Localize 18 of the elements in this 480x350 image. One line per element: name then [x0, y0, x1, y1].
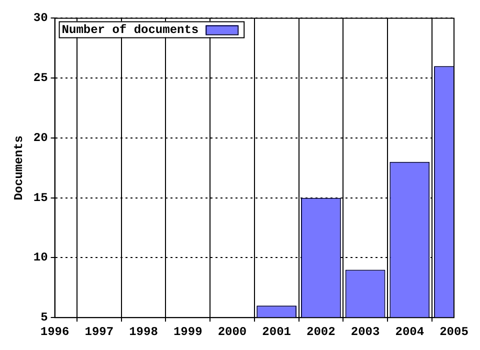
x-tick-label: 1998 — [129, 324, 158, 339]
x-tick-label: 1996 — [40, 324, 70, 339]
x-tick-label: 1999 — [173, 324, 202, 339]
x-tick-label: 2005 — [440, 324, 468, 339]
y-tick-label: 5 — [40, 310, 48, 325]
y-tick-label: 15 — [33, 190, 48, 205]
y-axis-title: Documents — [12, 135, 26, 200]
y-tick-label: 10 — [33, 250, 48, 265]
x-tick-label: 2003 — [350, 324, 380, 339]
x-tick-label: 2001 — [262, 324, 291, 339]
x-tick-label: 2002 — [306, 324, 336, 339]
x-tick-label: 1997 — [84, 324, 114, 339]
x-tick-label: 2000 — [218, 324, 247, 339]
y-tick-label: 30 — [33, 11, 48, 26]
y-tick-label: 20 — [33, 130, 48, 145]
y-tick-label: 25 — [33, 71, 48, 86]
legend-label: Number of documents — [62, 23, 199, 38]
x-tick-label: 2004 — [395, 324, 424, 339]
